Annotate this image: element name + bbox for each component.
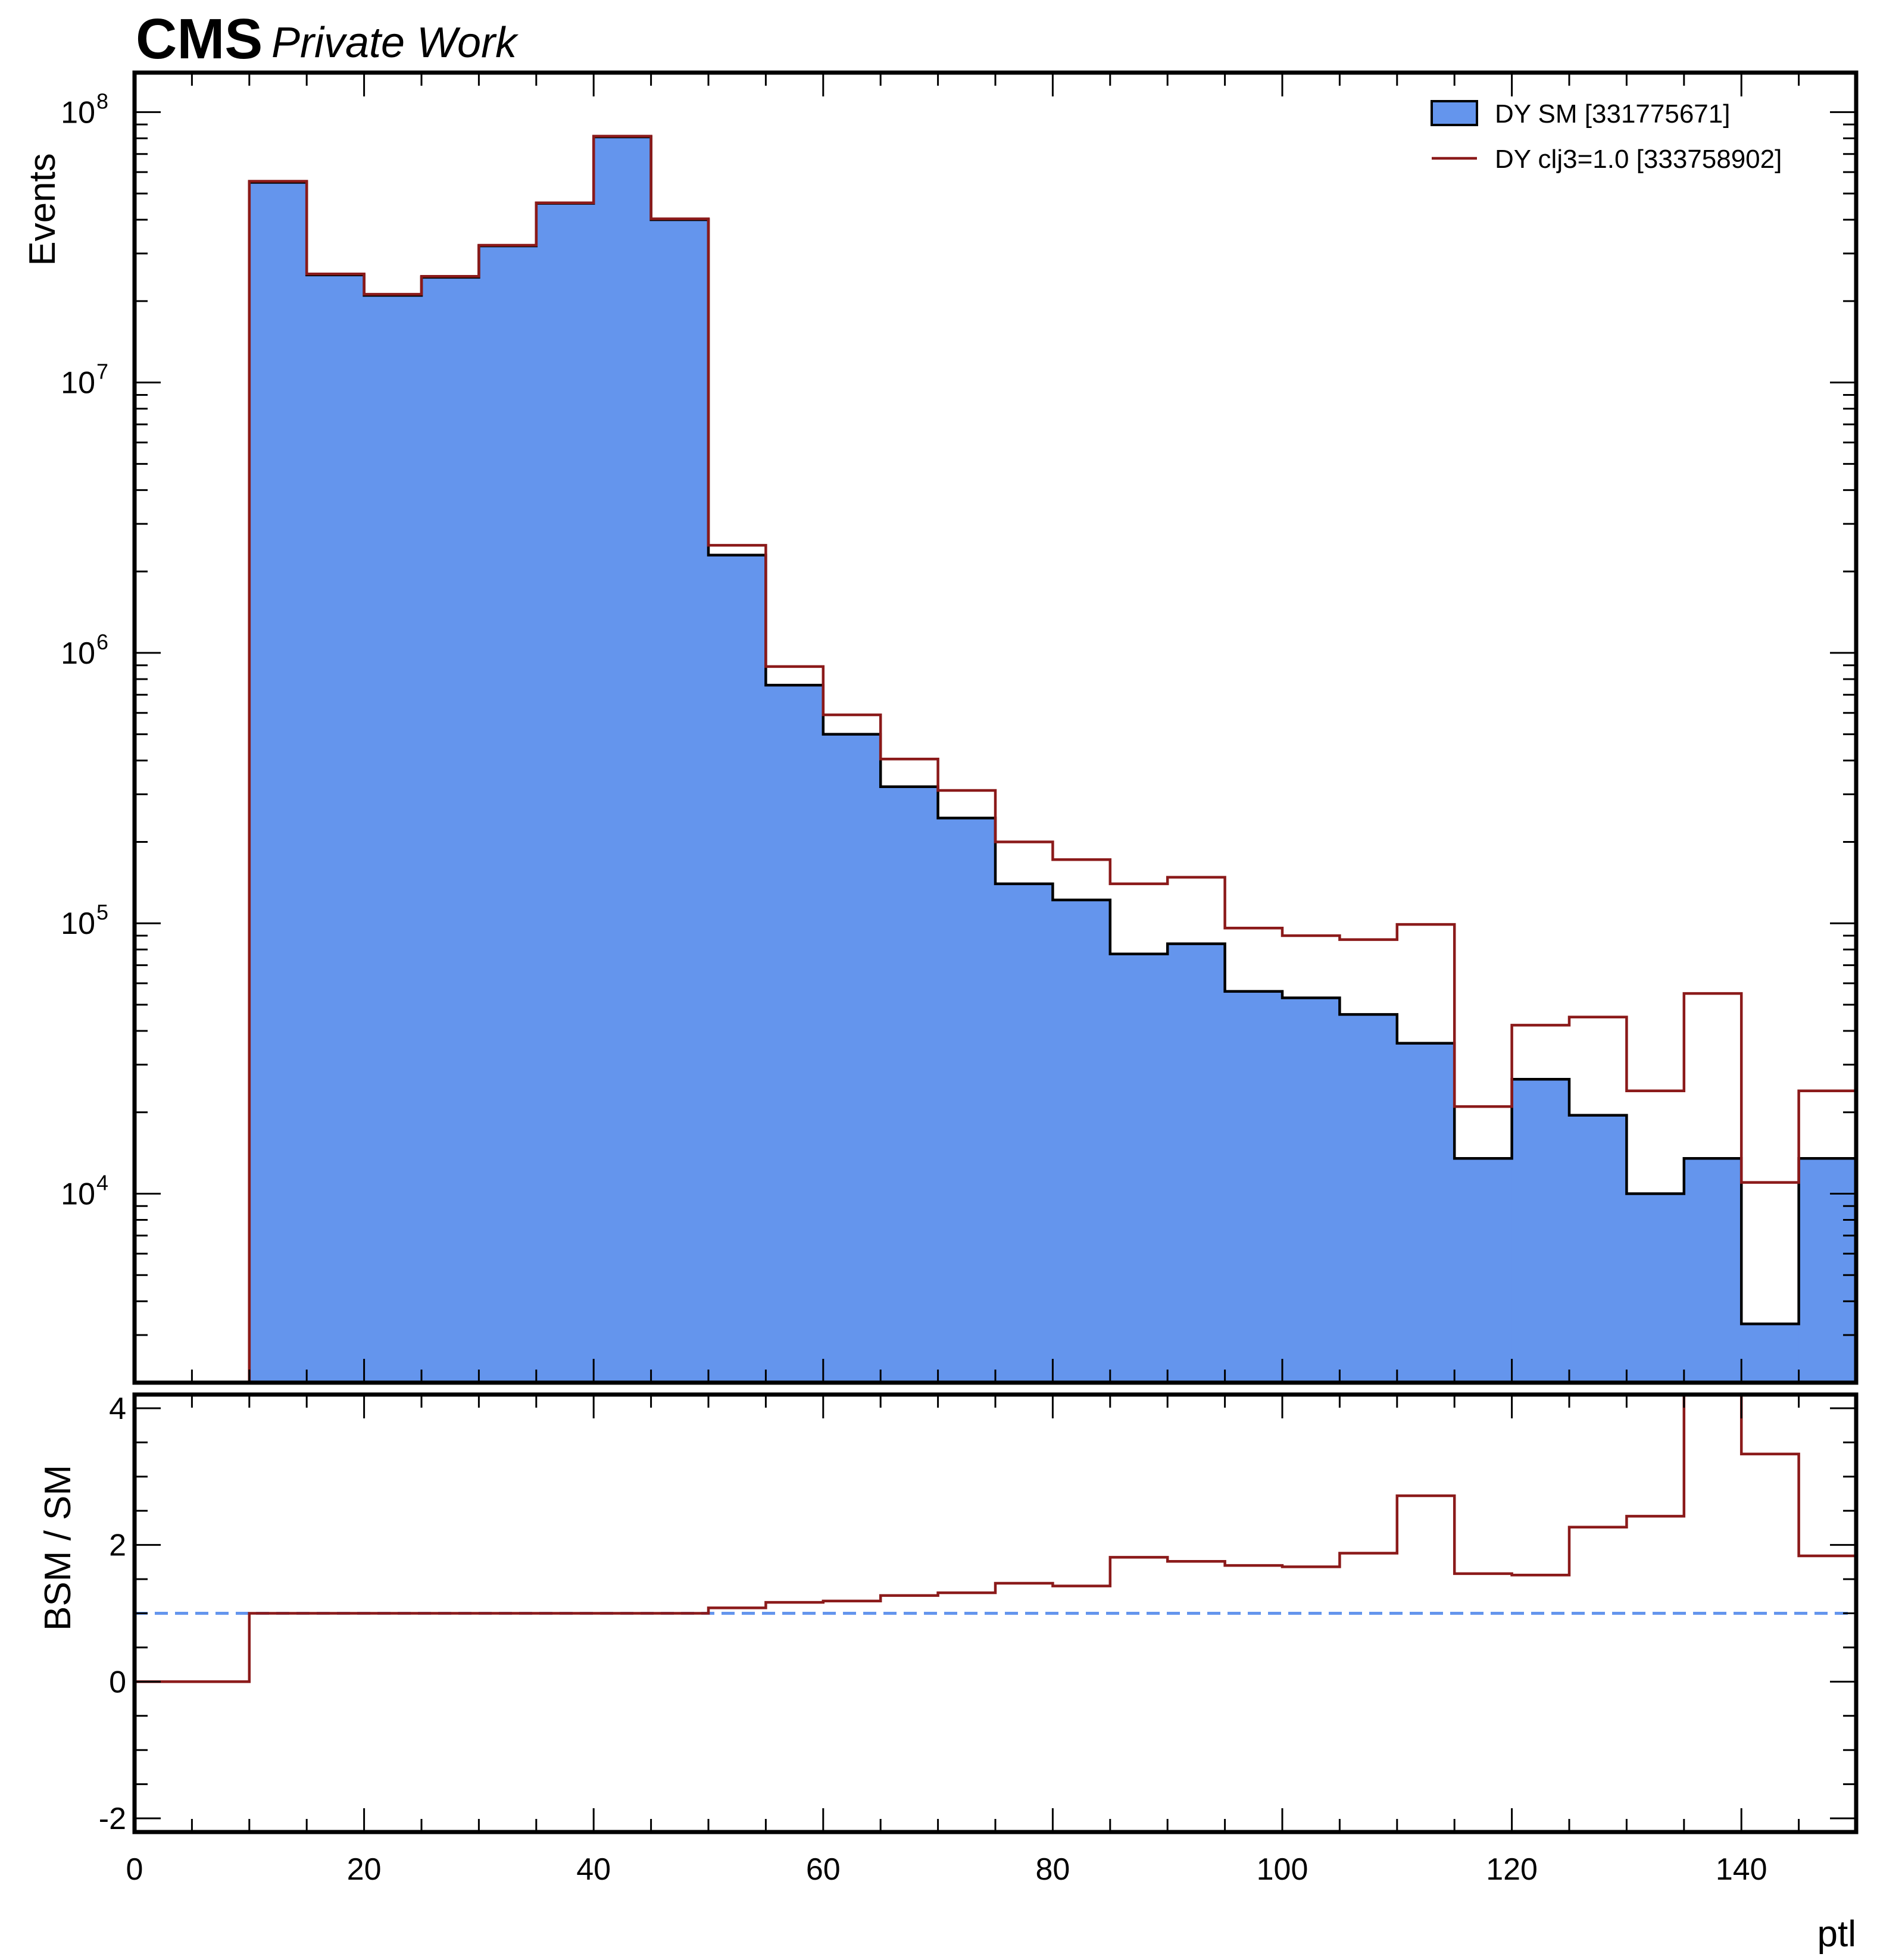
- sm-bar: [1282, 998, 1340, 1383]
- upper-y-tick-label: 10: [61, 95, 95, 130]
- ratio-plot-area: [135, 1395, 1856, 1683]
- sm-bar: [1684, 1158, 1742, 1383]
- x-tick-label: 120: [1486, 1852, 1538, 1887]
- ratio-y-tick-label: 4: [109, 1392, 126, 1426]
- sm-bar: [1569, 1115, 1627, 1383]
- sm-bar: [364, 295, 422, 1383]
- sm-bar: [938, 818, 996, 1383]
- ratio-y-tick-label: -2: [99, 1802, 126, 1836]
- sm-bar: [823, 734, 881, 1383]
- upper-y-tick-exponent: 4: [96, 1170, 108, 1195]
- upper-y-tick-label: 10: [61, 366, 95, 401]
- sm-bar: [995, 883, 1053, 1383]
- ratio-step-line: [135, 1395, 1856, 1683]
- private-work-label: Private Work: [271, 19, 519, 67]
- upper-y-tick-exponent: 8: [96, 89, 108, 113]
- sm-bar: [1626, 1193, 1685, 1383]
- sm-bar: [249, 182, 307, 1383]
- sm-bar: [1397, 1043, 1455, 1383]
- x-tick-label: 40: [576, 1852, 611, 1887]
- sm-bar: [880, 786, 939, 1383]
- ratio-y-axis-label: BSM / SM: [38, 1465, 79, 1631]
- x-tick-label: 60: [806, 1852, 841, 1887]
- upper-y-tick-label: 10: [61, 1177, 95, 1211]
- sm-bar: [1053, 899, 1111, 1383]
- sm-bar: [536, 203, 594, 1383]
- sm-bar: [594, 136, 652, 1383]
- sm-bar: [1511, 1079, 1570, 1383]
- ratio-y-tick-label: 2: [109, 1528, 126, 1563]
- sm-bar: [1741, 1324, 1800, 1383]
- ratio-y-tick-label: 0: [109, 1665, 126, 1699]
- sm-bar: [421, 277, 479, 1383]
- sm-bar: [1110, 954, 1168, 1383]
- sm-bar: [1454, 1158, 1513, 1383]
- upper-y-tick-label: 10: [61, 906, 95, 941]
- upper-y-tick-exponent: 7: [96, 360, 108, 384]
- upper-y-tick-mantissa: 10: [61, 636, 95, 671]
- sm-bar: [708, 555, 766, 1383]
- upper-y-tick-mantissa: 10: [61, 366, 95, 401]
- experiment-label: CMS: [136, 7, 263, 71]
- upper-y-tick-mantissa: 10: [61, 906, 95, 941]
- y-axis-label: Events: [22, 153, 63, 266]
- x-axis-label: ptl: [1817, 1914, 1856, 1955]
- header: CMS Private Work: [136, 7, 519, 71]
- x-tick-label: 0: [126, 1852, 143, 1887]
- sm-bar: [1167, 943, 1226, 1383]
- upper-y-tick-label: 10: [61, 636, 95, 671]
- upper-y-tick-mantissa: 10: [61, 1177, 95, 1211]
- sm-bar: [1798, 1158, 1856, 1383]
- upper-y-tick-exponent: 6: [96, 630, 108, 654]
- bsm-step-line: [248, 135, 1856, 1383]
- upper-plot-area: [248, 135, 1856, 1383]
- x-tick-label: 140: [1716, 1852, 1767, 1887]
- legend-swatch-sm: [1431, 100, 1478, 126]
- legend-label-bsm: DY clj3=1.0 [333758902]: [1495, 145, 1782, 174]
- sm-bar: [1339, 1014, 1398, 1383]
- sm-bar: [1225, 991, 1283, 1383]
- x-tick-label: 20: [347, 1852, 382, 1887]
- upper-y-tick-mantissa: 10: [61, 95, 95, 130]
- sm-bar: [307, 274, 365, 1383]
- sm-bar: [651, 220, 709, 1383]
- sm-bar: [766, 685, 824, 1383]
- sm-bar: [479, 246, 537, 1383]
- x-tick-label: 100: [1257, 1852, 1308, 1887]
- x-tick-label: 80: [1035, 1852, 1070, 1887]
- legend-label-sm: DY SM [331775671]: [1495, 99, 1730, 129]
- upper-y-tick-exponent: 5: [96, 900, 108, 924]
- axis-labels: Events BSM / SM ptl: [22, 153, 1856, 1955]
- legend: DY SM [331775671] DY clj3=1.0 [333758902]: [1431, 99, 1782, 174]
